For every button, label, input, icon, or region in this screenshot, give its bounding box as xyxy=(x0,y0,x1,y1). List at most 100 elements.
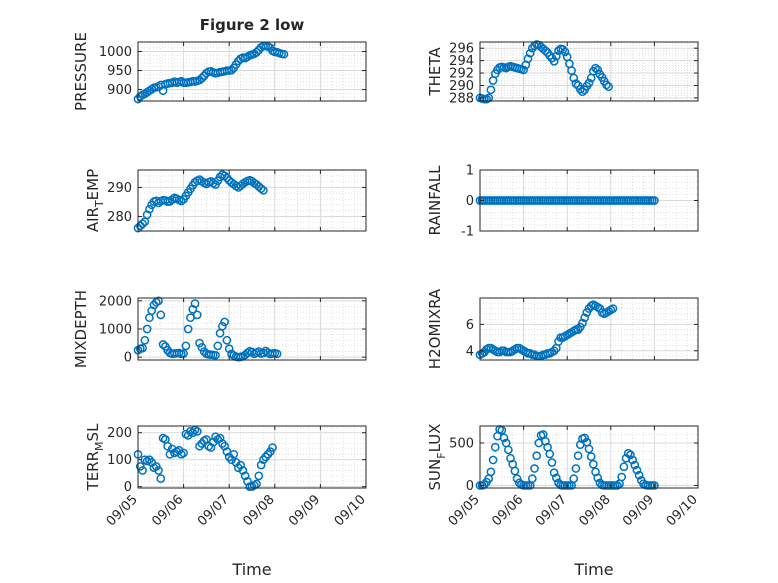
data-point xyxy=(138,343,147,353)
y-tick-label: 280 xyxy=(107,210,132,225)
data-point xyxy=(604,82,613,92)
y-axis-label: MIXDEPTH xyxy=(72,290,90,368)
data-point xyxy=(628,455,637,465)
y-tick-label: 900 xyxy=(107,83,132,98)
data-point xyxy=(569,73,579,83)
data-point xyxy=(497,425,507,435)
y-tick-label: 294 xyxy=(449,54,474,69)
data-point xyxy=(602,80,611,90)
y-tick-label: 290 xyxy=(449,79,474,94)
subplot-mixdepth: 0 1000 2000 MIXDEPTH xyxy=(72,290,367,368)
data-point xyxy=(236,460,245,470)
data-point xyxy=(584,78,594,88)
data-point xyxy=(190,299,200,308)
data-point xyxy=(571,79,581,88)
data-point xyxy=(179,448,188,458)
data-point xyxy=(512,474,522,484)
data-point xyxy=(560,47,570,57)
figure-title: Figure 2 low xyxy=(200,16,305,34)
axes-box xyxy=(479,425,699,489)
data-point xyxy=(532,451,542,461)
subplot-rainfall: -1 0 1 RAINFALL xyxy=(426,164,699,240)
data-point xyxy=(220,317,229,327)
y-axis-label: SUNFLUX xyxy=(426,424,448,491)
data-point xyxy=(192,427,202,436)
data-point xyxy=(227,455,236,465)
y-axis-label: H2OMIXRA xyxy=(426,288,444,369)
data-point xyxy=(231,458,241,467)
y-tick-label: 1000 xyxy=(99,323,132,338)
y-tick-label: 200 xyxy=(107,426,132,441)
y-tick-label: 4 xyxy=(466,344,474,359)
data-point xyxy=(578,87,587,97)
data-point xyxy=(183,324,193,334)
data-point xyxy=(142,324,152,334)
data-point xyxy=(138,219,147,229)
data-point xyxy=(156,474,166,483)
y-tick-label: 0 xyxy=(124,480,132,495)
data-point xyxy=(593,473,603,483)
data-point xyxy=(584,444,594,454)
data-point xyxy=(259,185,268,195)
data-point xyxy=(551,473,561,483)
data-point xyxy=(630,460,640,470)
data-point xyxy=(140,335,150,345)
data-point xyxy=(549,56,559,66)
data-point xyxy=(547,458,557,467)
data-point xyxy=(580,313,589,323)
data-point xyxy=(154,296,163,306)
data-point xyxy=(593,65,603,75)
data-point xyxy=(488,455,498,465)
y-tick-label: 288 xyxy=(449,91,474,106)
data-point xyxy=(192,310,202,320)
data-point xyxy=(650,481,659,490)
data-point xyxy=(619,462,629,472)
data-point xyxy=(589,459,598,469)
data-point xyxy=(142,210,152,220)
axes-box xyxy=(479,297,699,361)
data-point xyxy=(208,437,218,447)
data-point xyxy=(591,63,600,73)
data-point xyxy=(650,196,659,205)
data-point xyxy=(549,468,559,478)
data-point xyxy=(510,466,520,476)
data-point xyxy=(213,341,223,351)
data-point xyxy=(227,65,236,75)
x-axis-label-left: Time xyxy=(231,560,271,579)
data-point xyxy=(519,65,528,75)
x-axis-label-right: Time xyxy=(573,560,613,579)
subplot-pressure: 900 950 1000 PRESSURE xyxy=(72,32,367,111)
data-point xyxy=(222,173,232,183)
data-point xyxy=(523,54,533,64)
subplot-h2omixra: 4 6 H2OMIXRA xyxy=(426,288,699,369)
y-tick-label: 0 xyxy=(466,194,474,209)
data-point xyxy=(181,341,191,351)
data-point xyxy=(272,349,282,359)
data-point xyxy=(163,441,172,451)
y-tick-label: 290 xyxy=(107,181,132,196)
data-point xyxy=(632,465,642,475)
data-point xyxy=(158,340,168,349)
data-point xyxy=(503,445,513,455)
y-axis-label: THETA xyxy=(426,47,444,97)
axes-box xyxy=(479,41,699,102)
data-point xyxy=(256,184,266,193)
data-point xyxy=(156,310,166,320)
data-point xyxy=(211,350,220,360)
data-point xyxy=(279,49,289,59)
data-point xyxy=(626,450,635,460)
y-tick-label: 6 xyxy=(466,318,474,333)
data-point xyxy=(586,452,596,461)
data-point xyxy=(569,474,579,484)
y-axis-label: PRESSURE xyxy=(72,32,90,111)
y-tick-label: 0 xyxy=(124,351,132,366)
y-tick-label: -1 xyxy=(461,225,474,240)
data-point xyxy=(220,171,229,181)
y-tick-label: 2000 xyxy=(99,294,132,309)
data-point xyxy=(222,335,232,345)
data-point xyxy=(573,451,583,461)
data-point xyxy=(558,45,568,54)
data-point xyxy=(486,467,496,477)
